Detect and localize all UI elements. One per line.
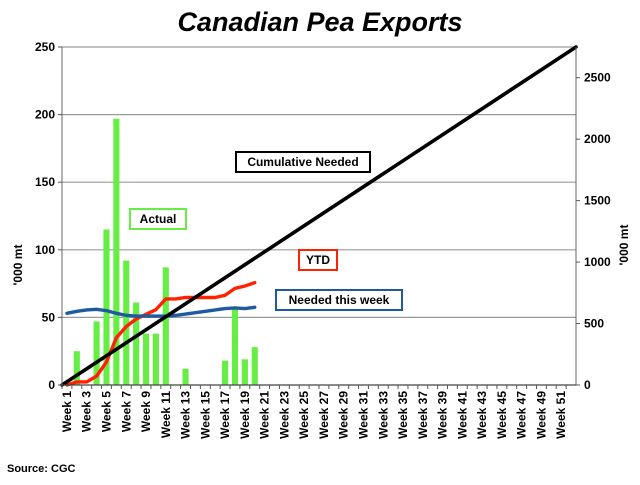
x-tick-label: Week 21 xyxy=(258,391,272,439)
x-tick-label: Week 31 xyxy=(356,391,370,439)
annotation-ytd: YTD xyxy=(298,249,338,271)
annotation-text: Needed this week xyxy=(289,293,390,307)
y-tick-label-right: 1500 xyxy=(584,194,611,208)
bar-actual xyxy=(93,321,100,385)
x-tick-label: Week 45 xyxy=(495,391,509,439)
x-tick-label: Week 39 xyxy=(436,391,450,439)
x-tick-label: Week 49 xyxy=(534,391,548,439)
bar-actual xyxy=(133,302,140,385)
annotation-text: YTD xyxy=(306,253,330,267)
annotation-actual: Actual xyxy=(129,208,187,230)
x-tick-label: Week 13 xyxy=(179,391,193,439)
y-tick-label-left: 150 xyxy=(35,175,55,189)
y-tick-label-right: 2500 xyxy=(584,71,611,85)
annotation-box xyxy=(235,151,371,173)
annotation-needed-this-week: Needed this week xyxy=(275,289,403,311)
annotation-box xyxy=(129,208,187,230)
annotation-text: Actual xyxy=(140,212,177,226)
x-tick-label: Week 7 xyxy=(119,391,133,432)
x-tick-label: Week 47 xyxy=(515,391,529,439)
x-tick-label: Week 11 xyxy=(159,391,173,438)
y-tick-label-right: 1000 xyxy=(584,255,611,269)
y-tick-label-left: 0 xyxy=(48,378,55,392)
annotations-layer: Cumulative Needed Actual YTD Needed this we… xyxy=(129,151,403,311)
y-tick-label-right: 2000 xyxy=(584,132,611,146)
series-line-cumulative-needed xyxy=(60,45,578,387)
x-tick-label: Week 29 xyxy=(337,391,351,439)
bar-actual xyxy=(231,309,239,385)
x-tick-label: Week 9 xyxy=(139,391,153,432)
x-tick-label: Week 35 xyxy=(396,391,410,439)
annotation-box xyxy=(298,249,338,271)
x-tick-label: Week 33 xyxy=(376,391,390,439)
ticks-layer: 05010015020025005001000150020002500Week … xyxy=(35,40,611,439)
bar-actual xyxy=(142,333,150,385)
y-tick-label-left: 100 xyxy=(35,243,55,257)
x-tick-label: Week 19 xyxy=(238,391,252,439)
bar-actual xyxy=(123,260,130,385)
series-line-needed-this-week xyxy=(65,305,257,318)
x-tick-label: Week 51 xyxy=(554,391,568,439)
annotation-text: Cumulative Needed xyxy=(247,155,358,169)
y-axis-label-right: '000 mt xyxy=(617,225,631,266)
x-tick-label: Week 15 xyxy=(198,391,212,439)
annotation-box xyxy=(275,289,403,311)
lines-layer xyxy=(60,45,578,387)
grid-layer xyxy=(62,46,576,318)
bar-actual xyxy=(182,368,189,385)
bar-actual xyxy=(103,229,110,385)
bar-actual xyxy=(222,360,229,385)
bar-actual xyxy=(113,118,120,385)
y-axis-label-left: '000 mt xyxy=(11,245,25,286)
x-tick-label: Week 37 xyxy=(416,391,430,439)
y-tick-label-left: 250 xyxy=(35,40,55,54)
x-tick-label: Week 41 xyxy=(455,391,469,439)
x-tick-label: Week 5 xyxy=(99,391,113,432)
chart-title: Canadian Pea Exports xyxy=(177,7,462,37)
bar-actual xyxy=(251,347,258,385)
bars-layer xyxy=(73,118,258,385)
y-tick-label-right: 500 xyxy=(584,317,604,331)
y-tick-label-right: 0 xyxy=(584,378,591,392)
bar-actual xyxy=(152,333,159,385)
y-tick-label-left: 50 xyxy=(42,310,56,324)
bar-actual xyxy=(73,351,80,385)
x-tick-label: Week 3 xyxy=(80,391,94,432)
x-tick-label: Week 25 xyxy=(297,391,311,439)
y-tick-label-left: 200 xyxy=(35,108,55,122)
bar-actual xyxy=(241,359,248,385)
x-tick-label: Week 1 xyxy=(60,391,74,432)
x-tick-label: Week 43 xyxy=(475,391,489,439)
annotation-cumulative-needed: Cumulative Needed xyxy=(235,151,371,173)
series-line-ytd xyxy=(65,280,257,387)
bar-actual xyxy=(162,267,169,385)
x-tick-label: Week 23 xyxy=(277,391,291,439)
x-tick-label: Week 27 xyxy=(317,391,331,439)
x-tick-label: Week 17 xyxy=(218,391,232,439)
source-note: Source: CGC xyxy=(7,463,76,475)
